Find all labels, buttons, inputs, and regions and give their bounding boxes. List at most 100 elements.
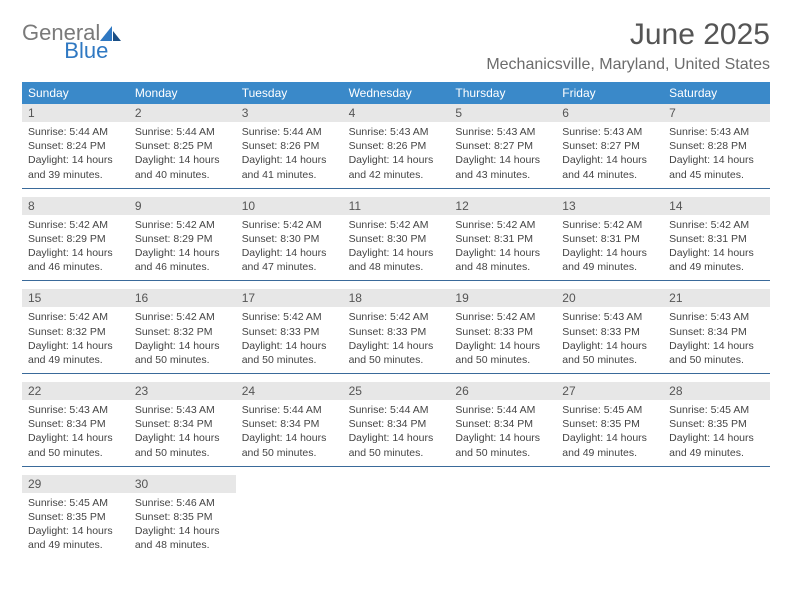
daylight-line: Daylight: 14 hours and 49 minutes.	[28, 339, 123, 367]
day-number: 22	[22, 382, 129, 400]
day-cell: 9Sunrise: 5:42 AMSunset: 8:29 PMDaylight…	[129, 197, 236, 281]
sunrise-line: Sunrise: 5:42 AM	[349, 310, 444, 324]
sunset-line: Sunset: 8:33 PM	[562, 325, 657, 339]
sunset-line: Sunset: 8:28 PM	[669, 139, 764, 153]
day-cell: 15Sunrise: 5:42 AMSunset: 8:32 PMDayligh…	[22, 289, 129, 373]
sunset-line: Sunset: 8:35 PM	[135, 510, 230, 524]
sunset-line: Sunset: 8:33 PM	[455, 325, 550, 339]
day-cell: 1Sunrise: 5:44 AMSunset: 8:24 PMDaylight…	[22, 104, 129, 188]
week-row: 1Sunrise: 5:44 AMSunset: 8:24 PMDaylight…	[22, 104, 770, 189]
daylight-line: Daylight: 14 hours and 50 minutes.	[455, 339, 550, 367]
sunrise-line: Sunrise: 5:44 AM	[242, 125, 337, 139]
sunrise-line: Sunrise: 5:42 AM	[455, 310, 550, 324]
day-cell: 6Sunrise: 5:43 AMSunset: 8:27 PMDaylight…	[556, 104, 663, 188]
day-body: Sunrise: 5:42 AMSunset: 8:32 PMDaylight:…	[22, 307, 129, 373]
day-number: 29	[22, 475, 129, 493]
sunrise-line: Sunrise: 5:44 AM	[28, 125, 123, 139]
day-cell: 18Sunrise: 5:42 AMSunset: 8:33 PMDayligh…	[343, 289, 450, 373]
day-body: Sunrise: 5:45 AMSunset: 8:35 PMDaylight:…	[556, 400, 663, 466]
title-block: June 2025 Mechanicsville, Maryland, Unit…	[486, 18, 770, 74]
day-cell: 21Sunrise: 5:43 AMSunset: 8:34 PMDayligh…	[663, 289, 770, 373]
calendar-grid: Sunday Monday Tuesday Wednesday Thursday…	[22, 82, 770, 558]
sunset-line: Sunset: 8:29 PM	[28, 232, 123, 246]
day-number: 11	[343, 197, 450, 215]
sunset-line: Sunset: 8:29 PM	[135, 232, 230, 246]
day-body: Sunrise: 5:44 AMSunset: 8:26 PMDaylight:…	[236, 122, 343, 188]
daylight-line: Daylight: 14 hours and 42 minutes.	[349, 153, 444, 181]
day-cell: 11Sunrise: 5:42 AMSunset: 8:30 PMDayligh…	[343, 197, 450, 281]
sunrise-line: Sunrise: 5:42 AM	[28, 218, 123, 232]
logo-text-blue: Blue	[64, 38, 108, 64]
day-body: Sunrise: 5:44 AMSunset: 8:24 PMDaylight:…	[22, 122, 129, 188]
daylight-line: Daylight: 14 hours and 50 minutes.	[28, 431, 123, 459]
day-body: Sunrise: 5:43 AMSunset: 8:27 PMDaylight:…	[556, 122, 663, 188]
daylight-line: Daylight: 14 hours and 50 minutes.	[349, 431, 444, 459]
day-cell: 4Sunrise: 5:43 AMSunset: 8:26 PMDaylight…	[343, 104, 450, 188]
day-body: Sunrise: 5:44 AMSunset: 8:34 PMDaylight:…	[449, 400, 556, 466]
day-cell	[663, 475, 770, 559]
day-cell	[556, 475, 663, 559]
weekday-header: Monday	[129, 82, 236, 104]
day-body: Sunrise: 5:43 AMSunset: 8:34 PMDaylight:…	[663, 307, 770, 373]
day-cell: 17Sunrise: 5:42 AMSunset: 8:33 PMDayligh…	[236, 289, 343, 373]
sunset-line: Sunset: 8:34 PM	[455, 417, 550, 431]
day-body: Sunrise: 5:42 AMSunset: 8:30 PMDaylight:…	[236, 215, 343, 281]
daylight-line: Daylight: 14 hours and 49 minutes.	[669, 246, 764, 274]
day-number: 16	[129, 289, 236, 307]
sunset-line: Sunset: 8:30 PM	[242, 232, 337, 246]
sunrise-line: Sunrise: 5:46 AM	[135, 496, 230, 510]
day-number: 18	[343, 289, 450, 307]
daylight-line: Daylight: 14 hours and 50 minutes.	[242, 431, 337, 459]
daylight-line: Daylight: 14 hours and 49 minutes.	[562, 246, 657, 274]
sunset-line: Sunset: 8:32 PM	[135, 325, 230, 339]
weekday-header: Tuesday	[236, 82, 343, 104]
header: General Blue June 2025 Mechanicsville, M…	[22, 18, 770, 74]
day-number: 21	[663, 289, 770, 307]
day-cell: 14Sunrise: 5:42 AMSunset: 8:31 PMDayligh…	[663, 197, 770, 281]
day-body: Sunrise: 5:45 AMSunset: 8:35 PMDaylight:…	[663, 400, 770, 466]
sunset-line: Sunset: 8:31 PM	[455, 232, 550, 246]
sunrise-line: Sunrise: 5:43 AM	[669, 125, 764, 139]
day-body: Sunrise: 5:44 AMSunset: 8:25 PMDaylight:…	[129, 122, 236, 188]
sunrise-line: Sunrise: 5:43 AM	[562, 125, 657, 139]
day-cell: 26Sunrise: 5:44 AMSunset: 8:34 PMDayligh…	[449, 382, 556, 466]
day-body: Sunrise: 5:44 AMSunset: 8:34 PMDaylight:…	[343, 400, 450, 466]
daylight-line: Daylight: 14 hours and 46 minutes.	[28, 246, 123, 274]
daylight-line: Daylight: 14 hours and 50 minutes.	[135, 431, 230, 459]
sunset-line: Sunset: 8:33 PM	[349, 325, 444, 339]
day-cell	[449, 475, 556, 559]
day-number: 13	[556, 197, 663, 215]
week-row: 15Sunrise: 5:42 AMSunset: 8:32 PMDayligh…	[22, 289, 770, 374]
sunset-line: Sunset: 8:34 PM	[669, 325, 764, 339]
day-number: 9	[129, 197, 236, 215]
sunset-line: Sunset: 8:35 PM	[562, 417, 657, 431]
day-number: 8	[22, 197, 129, 215]
day-number: 14	[663, 197, 770, 215]
day-number: 3	[236, 104, 343, 122]
day-cell: 16Sunrise: 5:42 AMSunset: 8:32 PMDayligh…	[129, 289, 236, 373]
day-cell: 19Sunrise: 5:42 AMSunset: 8:33 PMDayligh…	[449, 289, 556, 373]
sunrise-line: Sunrise: 5:43 AM	[455, 125, 550, 139]
day-cell: 22Sunrise: 5:43 AMSunset: 8:34 PMDayligh…	[22, 382, 129, 466]
day-cell: 20Sunrise: 5:43 AMSunset: 8:33 PMDayligh…	[556, 289, 663, 373]
day-cell: 8 Sunrise: 5:42 AMSunset: 8:29 PMDaylight…	[22, 197, 129, 281]
sunrise-line: Sunrise: 5:44 AM	[242, 403, 337, 417]
sunset-line: Sunset: 8:32 PM	[28, 325, 123, 339]
day-cell	[343, 475, 450, 559]
day-body: Sunrise: 5:42 AMSunset: 8:33 PMDaylight:…	[449, 307, 556, 373]
sunset-line: Sunset: 8:25 PM	[135, 139, 230, 153]
day-number: 7	[663, 104, 770, 122]
day-cell: 28Sunrise: 5:45 AMSunset: 8:35 PMDayligh…	[663, 382, 770, 466]
sunset-line: Sunset: 8:35 PM	[28, 510, 123, 524]
day-body: Sunrise: 5:42 AMSunset: 8:33 PMDaylight:…	[343, 307, 450, 373]
day-number: 17	[236, 289, 343, 307]
daylight-line: Daylight: 14 hours and 50 minutes.	[669, 339, 764, 367]
day-number: 24	[236, 382, 343, 400]
sunset-line: Sunset: 8:31 PM	[562, 232, 657, 246]
weekday-header: Wednesday	[343, 82, 450, 104]
daylight-line: Daylight: 14 hours and 49 minutes.	[562, 431, 657, 459]
week-row: 22Sunrise: 5:43 AMSunset: 8:34 PMDayligh…	[22, 382, 770, 467]
daylight-line: Daylight: 14 hours and 49 minutes.	[669, 431, 764, 459]
sunset-line: Sunset: 8:33 PM	[242, 325, 337, 339]
day-number: 27	[556, 382, 663, 400]
